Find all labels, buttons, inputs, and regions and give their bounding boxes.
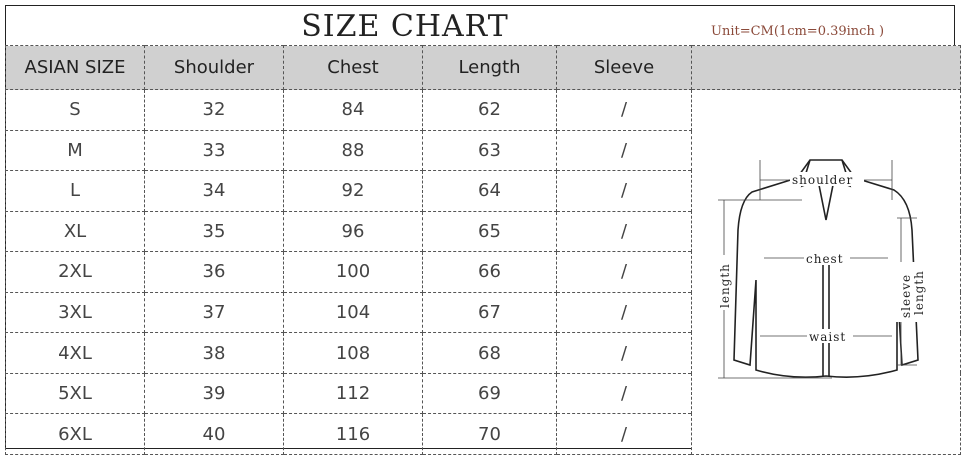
cell-chest: 104 (283, 291, 423, 334)
cell-size: 6XL (5, 413, 145, 455)
label-chest: chest (806, 252, 844, 266)
cell-shoulder: 39 (144, 372, 284, 415)
cell-length: 66 (422, 251, 557, 293)
cell-shoulder: 38 (144, 332, 284, 374)
cell-sleeve: / (556, 291, 692, 334)
cell-size: S (5, 89, 145, 131)
cell-size: 2XL (5, 251, 145, 293)
cell-shoulder: 34 (144, 170, 284, 212)
header-row: ASIAN SIZE Shoulder Chest Length Sleeve (5, 45, 961, 90)
cell-shoulder: 40 (144, 413, 284, 455)
cell-shoulder: 32 (144, 89, 284, 131)
cell-shoulder: 36 (144, 251, 284, 293)
cell-chest: 92 (283, 170, 423, 212)
cell-length: 65 (422, 210, 557, 253)
size-table: ASIAN SIZE Shoulder Chest Length Sleeve … (5, 45, 961, 455)
header-length: Length (422, 45, 557, 90)
label-sleeve-length: length (912, 270, 926, 315)
cell-sleeve: / (556, 413, 692, 455)
label-length: length (718, 263, 732, 308)
header-shoulder: Shoulder (144, 45, 284, 90)
cell-sleeve: / (556, 332, 692, 374)
cell-length: 63 (422, 129, 557, 172)
cell-size: M (5, 129, 145, 172)
cell-sleeve: / (556, 210, 692, 253)
cell-chest: 88 (283, 129, 423, 172)
cell-chest: 96 (283, 210, 423, 253)
cell-length: 64 (422, 170, 557, 212)
label-sleeve-v: sleeve (899, 274, 913, 318)
table-row: L 34 92 64/ (5, 170, 961, 212)
shirt-diagram-cell: shoulder chest waist length sleeve sleev… (691, 89, 961, 455)
table-row: 3XL 37 104 67/ (5, 291, 961, 334)
cell-sleeve: / (556, 170, 692, 212)
cell-size: 5XL (5, 372, 145, 415)
table-row: 4XL 38 108 68/ (5, 332, 961, 374)
unit-note: Unit=CM(1cm=0.39inch ) (711, 24, 885, 39)
label-waist: waist (809, 330, 846, 344)
cell-shoulder: 33 (144, 129, 284, 172)
cell-shoulder: 35 (144, 210, 284, 253)
cell-chest: 112 (283, 372, 423, 415)
table-row: M 33 88 63/ (5, 129, 961, 172)
cell-sleeve: / (556, 372, 692, 415)
cell-sleeve: / (556, 129, 692, 172)
cell-length: 67 (422, 291, 557, 334)
cell-chest: 116 (283, 413, 423, 455)
cell-chest: 108 (283, 332, 423, 374)
table-row: S 32 84 62/ shoulder chest waist length sle… (5, 89, 961, 455)
table-row: 6XL 40 116 70/ (5, 413, 961, 455)
header-blank (691, 45, 961, 90)
cell-sleeve: / (556, 89, 692, 131)
cell-size: 4XL (5, 332, 145, 374)
table-row: XL 35 96 65/ (5, 210, 961, 253)
cell-length: 68 (422, 332, 557, 374)
header-sleeve: Sleeve (556, 45, 692, 90)
cell-sleeve: / (556, 251, 692, 293)
cell-chest: 100 (283, 251, 423, 293)
chart-title: SIZE CHART (301, 9, 509, 44)
header-asian-size: ASIAN SIZE (5, 45, 145, 90)
cell-length: 69 (422, 372, 557, 415)
label-shoulder: shoulder (792, 173, 853, 187)
cell-length: 70 (422, 413, 557, 455)
cell-size: XL (5, 210, 145, 253)
cell-length: 62 (422, 89, 557, 131)
table-row: 2XL 36 100 66/ (5, 251, 961, 293)
shirt-diagram: shoulder chest waist length sleeve sleev… (717, 159, 926, 379)
header-chest: Chest (283, 45, 423, 90)
cell-chest: 84 (283, 89, 423, 131)
cell-size: L (5, 170, 145, 212)
cell-shoulder: 37 (144, 291, 284, 334)
cell-size: 3XL (5, 291, 145, 334)
